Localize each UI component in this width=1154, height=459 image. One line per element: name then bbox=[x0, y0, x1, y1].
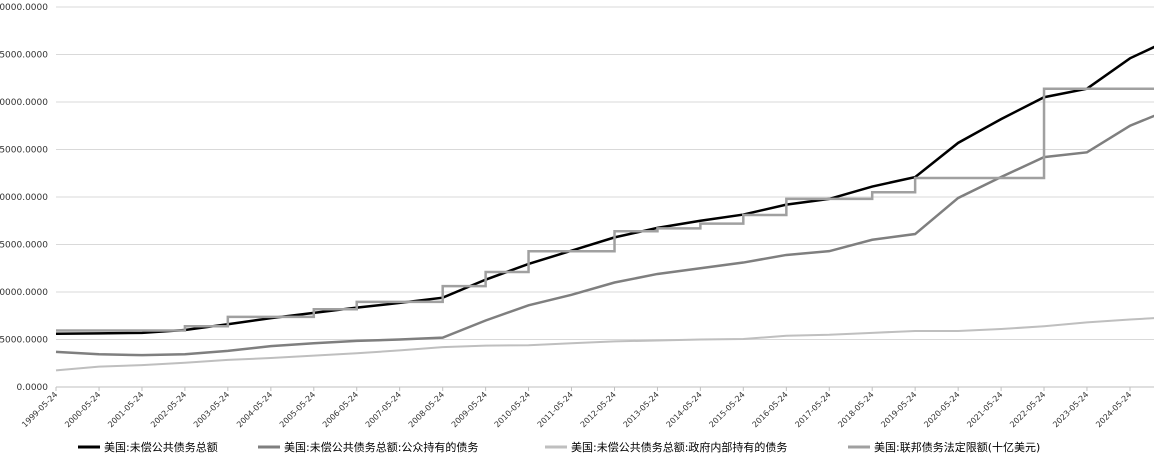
y-tick-label: 0.0000 bbox=[17, 383, 49, 393]
x-tick-label: 2009-05-24 bbox=[450, 390, 489, 429]
x-tick-label: 1999-05-24 bbox=[20, 390, 59, 429]
legend-item: 美国:联邦债务法定限额(十亿美元) bbox=[848, 440, 1040, 454]
x-tick-label: 2001-05-24 bbox=[106, 390, 145, 429]
x-tick-label: 2011-05-24 bbox=[536, 390, 575, 429]
x-tick-label: 2002-05-24 bbox=[149, 390, 188, 429]
y-tick-label: 25000.0000 bbox=[0, 146, 48, 156]
x-tick-label: 2015-05-24 bbox=[707, 390, 746, 429]
y-tick-label: 5000.0000 bbox=[0, 336, 48, 346]
x-tick-label: 2012-05-24 bbox=[579, 390, 618, 429]
y-tick-label: 30000.0000 bbox=[0, 98, 48, 108]
x-tick-label: 2020-05-24 bbox=[922, 390, 961, 429]
x-tick-label: 2013-05-24 bbox=[622, 390, 661, 429]
legend-label: 美国:未偿公共债务总额:政府内部持有的债务 bbox=[571, 440, 787, 454]
legend-item: 美国:未偿公共债务总额 bbox=[78, 440, 218, 454]
x-tick-label: 2018-05-24 bbox=[836, 390, 875, 429]
y-tick-label: 15000.0000 bbox=[0, 241, 48, 251]
series-line bbox=[55, 317, 1154, 372]
x-tick-label: 2021-05-24 bbox=[965, 390, 1004, 429]
y-tick-label: 35000.0000 bbox=[0, 51, 48, 61]
x-tick-label: 2003-05-24 bbox=[192, 390, 231, 429]
y-tick-label: 10000.0000 bbox=[0, 288, 48, 298]
x-tick-label: 2016-05-24 bbox=[751, 390, 790, 429]
legend-label: 美国:未偿公共债务总额 bbox=[104, 440, 218, 454]
x-tick-label: 2024-05-24 bbox=[1094, 390, 1133, 429]
x-tick-label: 2010-05-24 bbox=[493, 390, 532, 429]
x-tick-label: 2017-05-24 bbox=[793, 390, 832, 429]
legend-label: 美国:未偿公共债务总额:公众持有的债务 bbox=[284, 440, 478, 454]
x-tick-label: 2004-05-24 bbox=[235, 390, 274, 429]
series-line bbox=[55, 114, 1154, 357]
series-line bbox=[55, 45, 1154, 336]
x-tick-label: 2023-05-24 bbox=[1051, 390, 1090, 429]
legend-label: 美国:联邦债务法定限额(十亿美元) bbox=[874, 440, 1040, 454]
x-tick-label: 2008-05-24 bbox=[407, 390, 446, 429]
x-tick-label: 2006-05-24 bbox=[321, 390, 360, 429]
x-tick-label: 2005-05-24 bbox=[278, 390, 317, 429]
series-line bbox=[56, 87, 1154, 332]
y-tick-label: 20000.0000 bbox=[0, 193, 48, 203]
x-tick-label: 2007-05-24 bbox=[364, 390, 403, 429]
x-tick-label: 2000-05-24 bbox=[63, 390, 102, 429]
y-tick-label: 40000.0000 bbox=[0, 3, 48, 13]
legend-item: 美国:未偿公共债务总额:政府内部持有的债务 bbox=[545, 440, 787, 454]
x-tick-label: 2014-05-24 bbox=[665, 390, 704, 429]
x-tick-label: 2022-05-24 bbox=[1008, 390, 1047, 429]
legend-item: 美国:未偿公共债务总额:公众持有的债务 bbox=[258, 440, 478, 454]
x-tick-label: 2019-05-24 bbox=[879, 390, 918, 429]
